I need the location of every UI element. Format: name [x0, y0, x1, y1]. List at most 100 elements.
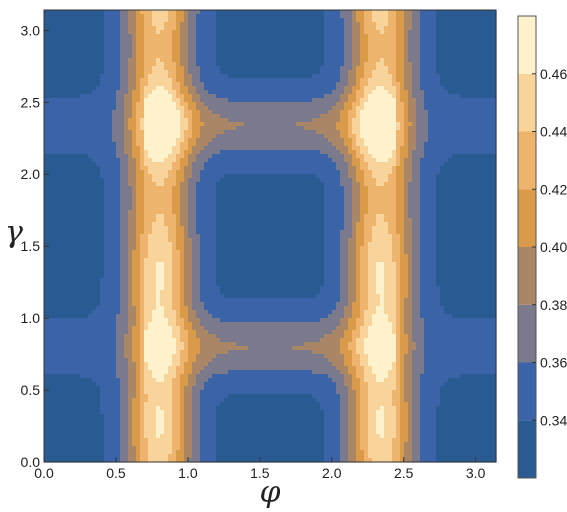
contour-cell	[68, 18, 73, 23]
contour-cell	[200, 42, 205, 47]
contour-cell	[88, 406, 93, 411]
contour-cell	[96, 310, 101, 315]
contour-cell	[64, 10, 69, 15]
contour-cell	[104, 330, 109, 335]
contour-cell	[132, 54, 137, 59]
contour-cell	[172, 414, 177, 419]
contour-cell	[128, 182, 133, 187]
contour-cell	[200, 78, 205, 83]
contour-cell	[204, 42, 209, 47]
contour-cell	[136, 410, 141, 415]
contour-cell	[60, 414, 65, 419]
contour-cell	[80, 138, 85, 143]
contour-cell	[60, 230, 65, 235]
contour-cell	[60, 118, 65, 123]
contour-cell	[204, 398, 209, 403]
contour-cell	[188, 186, 193, 191]
contour-cell	[140, 198, 145, 203]
contour-cell	[52, 238, 57, 243]
contour-cell	[48, 382, 53, 387]
contour-cell	[144, 390, 149, 395]
contour-cell	[200, 226, 205, 231]
contour-cell	[208, 366, 213, 371]
contour-cell	[108, 90, 113, 95]
contour-cell	[192, 398, 197, 403]
contour-cell	[212, 34, 217, 39]
contour-cell	[212, 330, 217, 335]
contour-cell	[60, 450, 65, 455]
contour-cell	[80, 30, 85, 35]
contour-cell	[100, 46, 105, 51]
contour-cell	[44, 170, 49, 175]
contour-cell	[172, 438, 177, 443]
contour-cell	[76, 18, 81, 23]
contour-cell	[108, 114, 113, 119]
contour-cell	[116, 90, 121, 95]
contour-cell	[124, 130, 129, 135]
contour-cell	[76, 118, 81, 123]
contour-cell	[100, 186, 105, 191]
contour-cell	[128, 326, 133, 331]
contour-cell	[128, 426, 133, 431]
contour-cell	[48, 458, 53, 463]
contour-cell	[196, 194, 201, 199]
contour-cell	[96, 330, 101, 335]
contour-cell	[144, 334, 149, 339]
contour-cell	[136, 38, 141, 43]
contour-cell	[128, 78, 133, 83]
contour-cell	[116, 118, 121, 123]
contour-cell	[44, 138, 49, 143]
contour-cell	[92, 366, 97, 371]
contour-cell	[84, 22, 89, 27]
contour-cell	[80, 354, 85, 359]
contour-cell	[160, 350, 165, 355]
contour-cell	[124, 434, 129, 439]
contour-cell	[76, 394, 81, 399]
contour-cell	[120, 262, 125, 267]
contour-cell	[204, 158, 209, 163]
contour-cell	[68, 130, 73, 135]
contour-cell	[56, 266, 61, 271]
contour-cell	[76, 54, 81, 59]
contour-cell	[196, 118, 201, 123]
contour-cell	[92, 242, 97, 247]
contour-cell	[172, 406, 177, 411]
contour-cell	[120, 194, 125, 199]
contour-cell	[164, 442, 169, 447]
contour-cell	[92, 186, 97, 191]
contour-cell	[108, 298, 113, 303]
contour-cell	[60, 78, 65, 83]
contour-cell	[208, 114, 213, 119]
contour-cell	[124, 134, 129, 139]
contour-cell	[216, 238, 221, 243]
contour-cell	[144, 194, 149, 199]
contour-cell	[188, 206, 193, 211]
contour-cell	[172, 310, 177, 315]
contour-cell	[112, 78, 117, 83]
contour-cell	[72, 82, 77, 87]
contour-cell	[140, 98, 145, 103]
contour-cell	[184, 46, 189, 51]
contour-cell	[88, 98, 93, 103]
contour-cell	[76, 414, 81, 419]
contour-cell	[164, 74, 169, 79]
contour-cell	[88, 258, 93, 263]
contour-cell	[148, 302, 153, 307]
contour-cell	[216, 182, 221, 187]
contour-cell	[144, 90, 149, 95]
contour-cell	[112, 310, 117, 315]
contour-cell	[132, 254, 137, 259]
contour-cell	[148, 18, 153, 23]
contour-cell	[76, 274, 81, 279]
contour-cell	[124, 154, 129, 159]
contour-cell	[68, 70, 73, 75]
contour-cell	[180, 214, 185, 219]
contour-cell	[124, 178, 129, 183]
contour-cell	[84, 338, 89, 343]
contour-cell	[176, 66, 181, 71]
contour-cell	[76, 306, 81, 311]
contour-cell	[60, 126, 65, 131]
contour-cell	[136, 230, 141, 235]
contour-cell	[156, 142, 161, 147]
contour-cell	[116, 110, 121, 115]
